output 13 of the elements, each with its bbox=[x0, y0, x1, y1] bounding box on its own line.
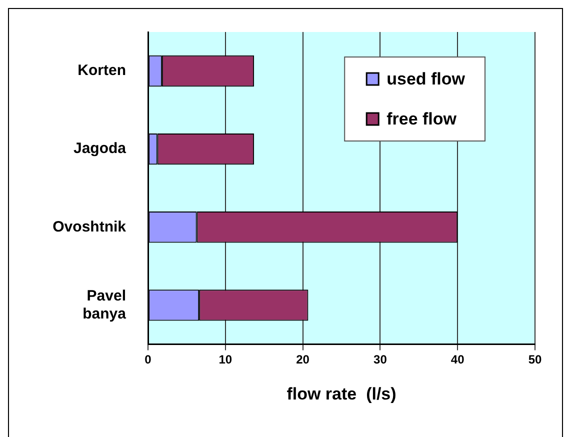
y-tick-label: Pavel banya bbox=[82, 287, 127, 322]
x-tick-label: 0 bbox=[144, 352, 152, 367]
x-tick-label: 20 bbox=[296, 352, 310, 367]
x-tick-label: 50 bbox=[528, 352, 542, 367]
y-tick-label: Jagoda bbox=[73, 140, 127, 158]
x-tick-label: 10 bbox=[218, 352, 232, 367]
legend-label: used flow bbox=[386, 70, 466, 89]
y-tick-label: Korten bbox=[78, 62, 126, 80]
y-tick-label: Ovoshtnik bbox=[52, 218, 127, 236]
x-tick-label: 30 bbox=[374, 352, 388, 367]
legend-label: free flow bbox=[386, 110, 458, 129]
x-tick-label: 40 bbox=[450, 352, 465, 367]
x-axis-title: flow rate (l/s) bbox=[286, 384, 396, 404]
